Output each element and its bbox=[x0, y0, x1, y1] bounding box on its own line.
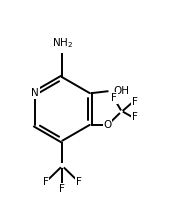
Text: F: F bbox=[42, 177, 49, 187]
Text: F: F bbox=[59, 184, 65, 194]
Text: F: F bbox=[111, 93, 117, 103]
Text: F: F bbox=[76, 177, 82, 187]
Text: OH: OH bbox=[113, 86, 129, 96]
Text: F: F bbox=[132, 112, 137, 122]
Text: O: O bbox=[103, 120, 112, 130]
Text: F: F bbox=[132, 97, 137, 107]
Text: NH$_2$: NH$_2$ bbox=[52, 36, 73, 50]
Text: N: N bbox=[31, 88, 39, 98]
